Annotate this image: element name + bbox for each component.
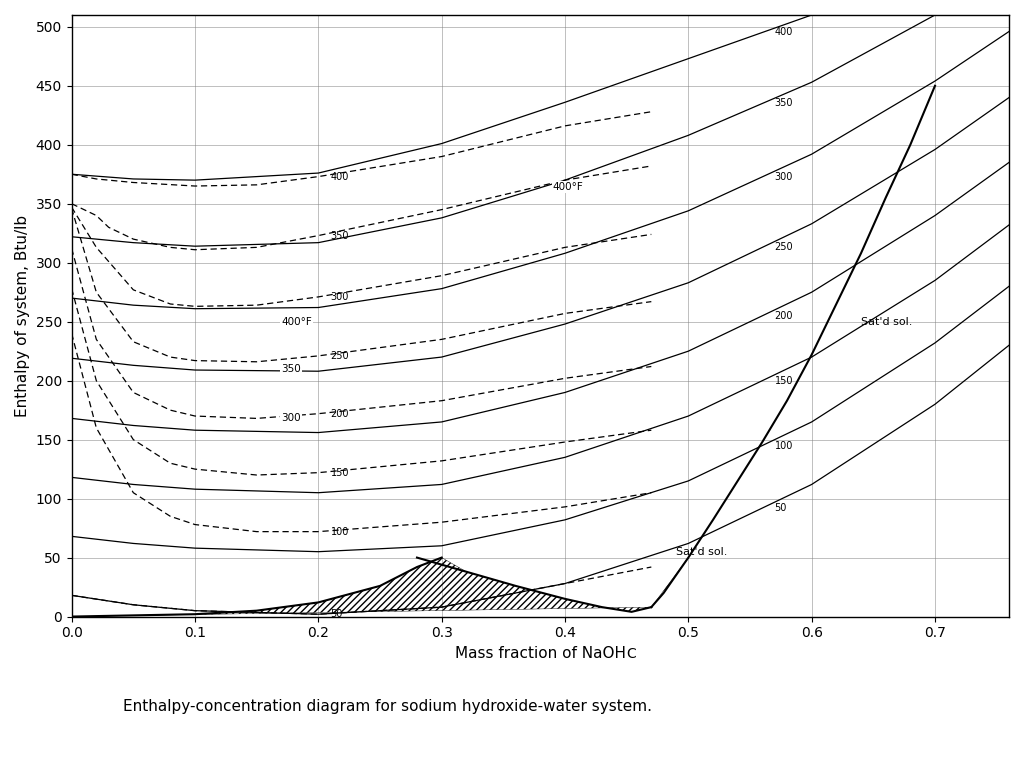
Text: 50: 50 [331, 609, 343, 619]
Text: 400°F: 400°F [282, 316, 312, 326]
Text: 150: 150 [331, 468, 349, 478]
Text: 400: 400 [775, 28, 793, 38]
Text: 200: 200 [775, 311, 794, 321]
Text: 300: 300 [331, 292, 349, 302]
Text: 250: 250 [775, 243, 794, 253]
Text: 50: 50 [775, 503, 787, 513]
Text: 400: 400 [331, 171, 349, 181]
Text: Sat'd sol.: Sat'd sol. [861, 316, 912, 326]
Y-axis label: Enthalpy of system, Btu/lb: Enthalpy of system, Btu/lb [15, 215, 30, 417]
Text: Sat'd sol.: Sat'd sol. [676, 547, 727, 557]
Text: 300: 300 [282, 413, 301, 423]
Text: 400°F: 400°F [553, 182, 584, 192]
Text: 150: 150 [775, 376, 794, 386]
Text: 100: 100 [775, 441, 793, 451]
Text: 350: 350 [775, 98, 794, 108]
Text: 350: 350 [282, 364, 301, 374]
Text: 250: 250 [331, 351, 349, 361]
X-axis label: Mass fraction of NaOH: Mass fraction of NaOH [455, 646, 626, 660]
Text: Enthalpy-concentration diagram for sodium hydroxide-water system.: Enthalpy-concentration diagram for sodiu… [123, 699, 652, 714]
Text: 350: 350 [331, 230, 349, 240]
Text: 200: 200 [331, 409, 349, 419]
Text: 300: 300 [775, 172, 793, 182]
Text: C: C [627, 647, 637, 661]
Text: 100: 100 [331, 527, 349, 537]
